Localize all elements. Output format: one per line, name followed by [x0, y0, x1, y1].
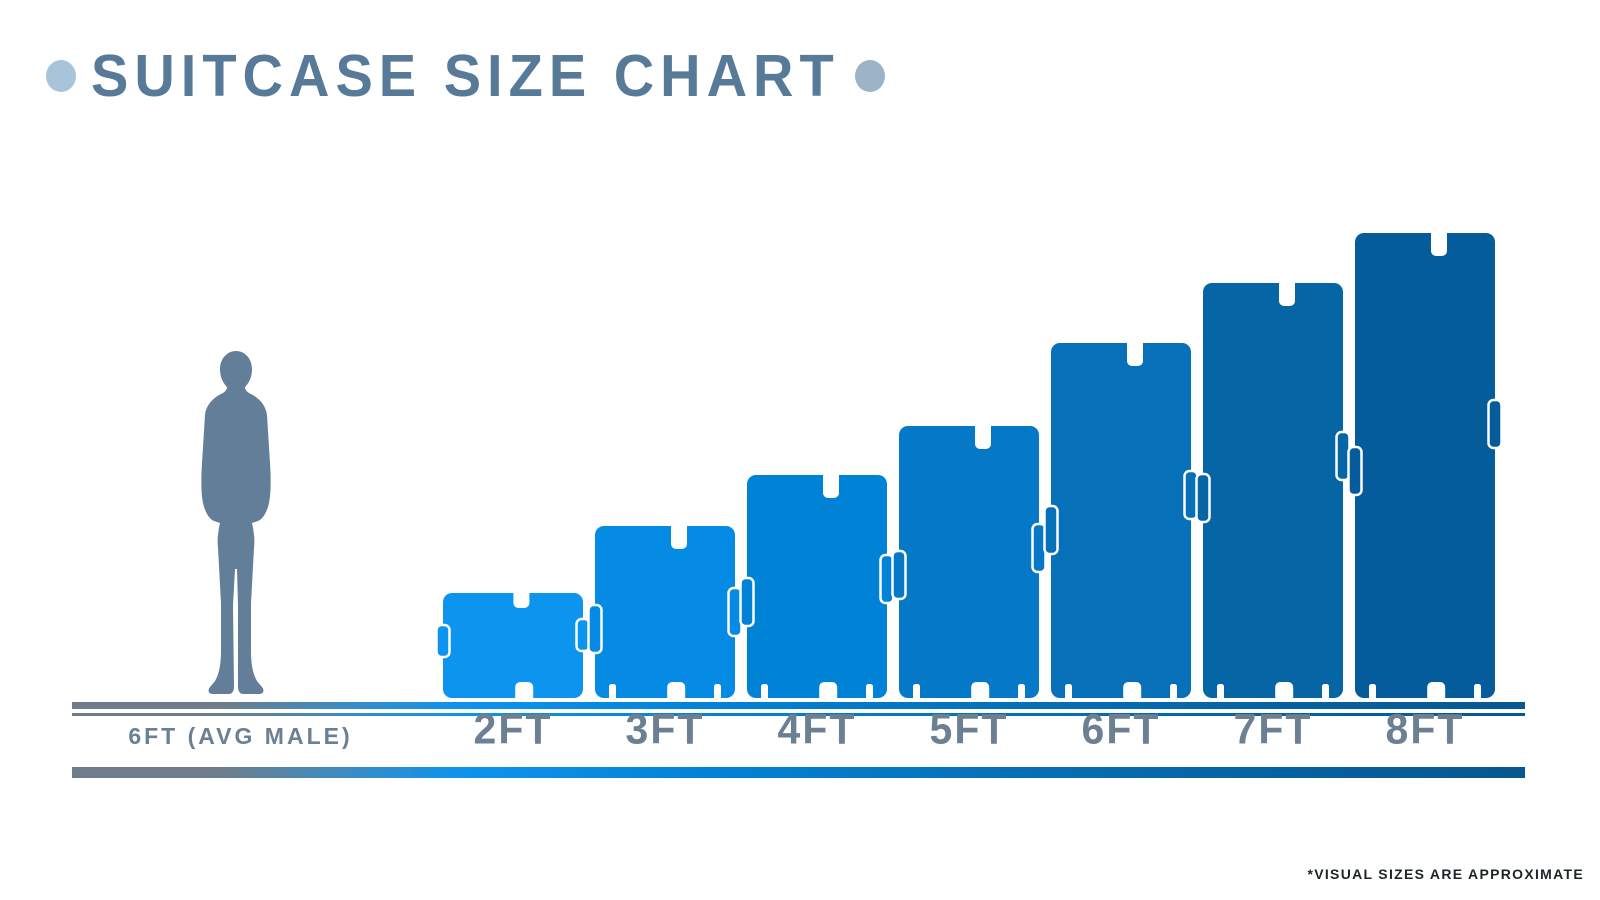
bar-label-4ft: 4FT [777, 704, 857, 754]
suitcase-5ft [891, 426, 1047, 698]
title-left-dot-icon [46, 60, 76, 92]
suitcase-4ft [739, 475, 895, 698]
footnote: *VISUAL SIZES ARE APPROXIMATE [1307, 866, 1584, 882]
bar-label-8ft: 8FT [1385, 704, 1465, 754]
suitcase-6ft [1043, 343, 1199, 698]
bottom-gradient-bar [72, 767, 1525, 778]
male-silhouette [201, 351, 271, 694]
suitcase-8ft [1347, 233, 1503, 698]
ground-line-main [72, 702, 1525, 709]
bar-label-2ft: 2FT [473, 704, 553, 754]
title-right-dot-icon [854, 60, 885, 92]
ground-line-thin [72, 713, 1525, 716]
suitcase-2ft [435, 593, 591, 698]
bar-label-5ft: 5FT [929, 704, 1009, 754]
reference-label: 6FT (AVG MALE) [128, 723, 353, 749]
page-title: SUITCASE SIZE CHART [91, 42, 840, 109]
title-row: SUITCASE SIZE CHART [46, 42, 885, 109]
suitcase-7ft [1195, 283, 1351, 698]
bar-label-6ft: 6FT [1081, 704, 1161, 754]
bar-label-7ft: 7FT [1233, 704, 1313, 754]
suitcase-3ft [587, 526, 743, 698]
bar-label-3ft: 3FT [625, 704, 705, 754]
